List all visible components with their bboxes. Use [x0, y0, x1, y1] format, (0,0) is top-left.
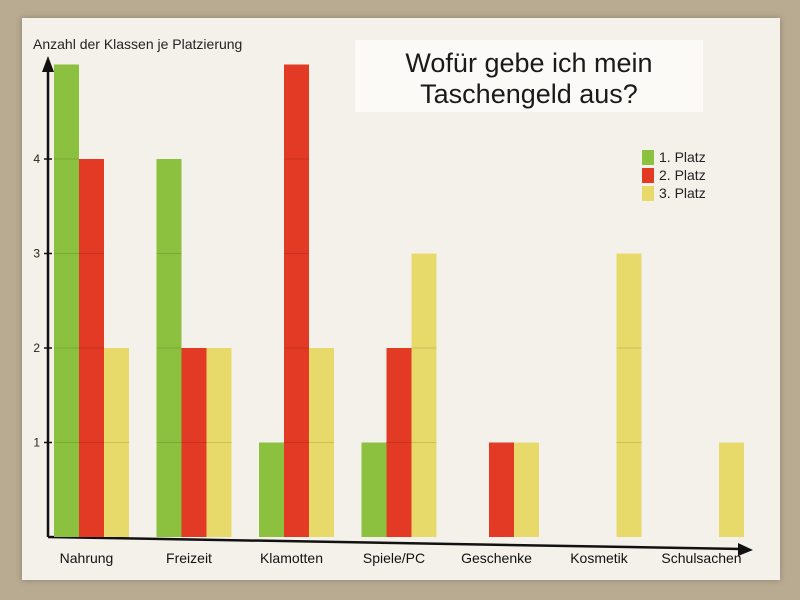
- bar-nahrung-series-3: [104, 348, 129, 537]
- title-card: [355, 40, 703, 112]
- y-axis-label: Anzahl der Klassen je Platzierung: [33, 36, 243, 52]
- x-category-label: Spiele/PC: [363, 550, 425, 566]
- x-axis-line: [47, 535, 743, 551]
- x-category-label: Geschenke: [461, 550, 532, 566]
- bar-schulsachen-series-3: [719, 442, 744, 537]
- legend-label-platz-1: 1. Platz: [659, 149, 706, 165]
- y-tick-label: 4: [33, 152, 40, 166]
- bar-freizeit-series-1: [156, 159, 182, 537]
- y-tick-label: 3: [33, 247, 40, 261]
- bar-nahrung-series-2: [79, 159, 104, 537]
- bar-freizeit-series-3: [206, 348, 232, 537]
- y-tick-label: 2: [33, 341, 40, 355]
- x-category-label: Nahrung: [60, 550, 114, 566]
- bar-spielepc-series-2: [386, 348, 412, 537]
- bar-geschenke-series-3: [514, 442, 539, 537]
- bar-spielepc-series-3: [411, 253, 437, 537]
- y-tick-label: 1: [33, 436, 40, 450]
- legend-label-platz-2: 2. Platz: [659, 167, 706, 183]
- bar-freizeit-series-2: [181, 348, 207, 537]
- chart-title: Wofür gebe ich mein Taschengeld aus?: [405, 48, 653, 109]
- y-axis-arrow-icon: [42, 56, 54, 72]
- x-axis-arrow-icon: [738, 543, 753, 556]
- legend-swatch-green: [642, 149, 654, 165]
- x-category-label: Schulsachen: [661, 550, 741, 566]
- bar-nahrung-series-1: [54, 64, 79, 537]
- bar-klamotten-series-1: [259, 442, 284, 537]
- legend-swatch-yellow: [642, 185, 654, 201]
- bar-geschenke-series-2: [489, 442, 514, 537]
- x-category-label: Kosmetik: [570, 550, 629, 566]
- legend-label-platz-3: 3. Platz: [659, 185, 706, 201]
- bar-klamotten-series-3: [309, 348, 334, 537]
- legend-swatch-red: [642, 167, 654, 183]
- legend-item-platz-3: 3. Platz: [642, 184, 706, 202]
- legend-item-platz-1: 1. Platz: [642, 148, 706, 166]
- bar-klamotten-series-2: [284, 64, 309, 537]
- x-category-label: Freizeit: [166, 550, 212, 566]
- bar-spielepc-series-1: [361, 442, 387, 537]
- legend-item-platz-2: 2. Platz: [642, 166, 706, 184]
- bar-kosmetik-series-3: [616, 253, 642, 537]
- x-category-label: Klamotten: [260, 550, 323, 566]
